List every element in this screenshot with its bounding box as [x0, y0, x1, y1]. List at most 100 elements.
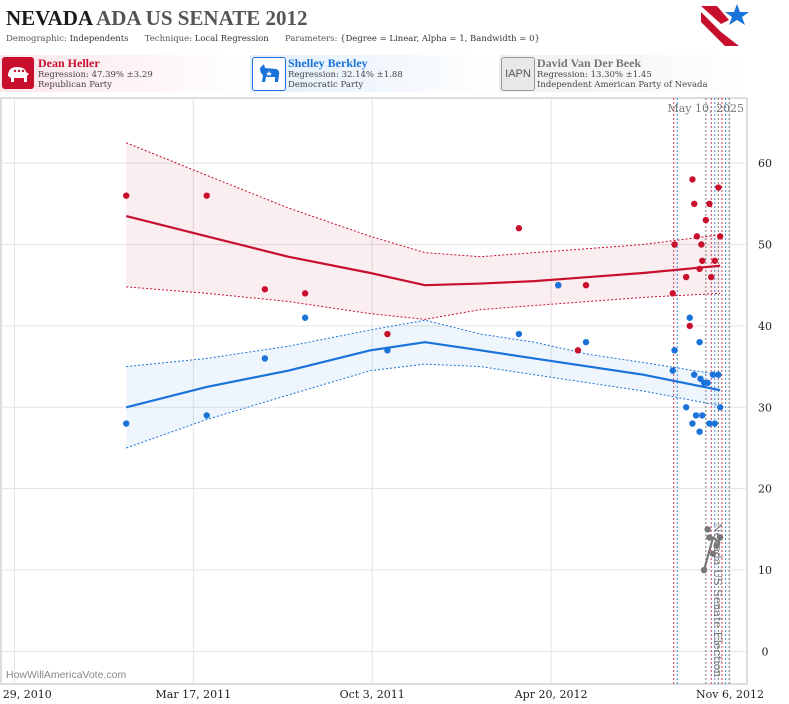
- data-point: [682, 404, 690, 411]
- title-state: NEVADA: [6, 6, 92, 30]
- candidate-card-heller: Dean Heller Regression: 47.39% ±3.29 Rep…: [0, 55, 248, 92]
- band-lower-line: [126, 286, 721, 320]
- parameters-line: Demographic: Independents Technique: Loc…: [6, 34, 540, 44]
- data-point: [711, 420, 718, 427]
- election-label: Nevada US Senate Election: [711, 523, 724, 677]
- data-point: [715, 371, 722, 378]
- data-point: [261, 355, 269, 362]
- data-point: [716, 233, 724, 240]
- data-point: [696, 338, 703, 346]
- data-point: [706, 420, 713, 427]
- trend-line: [125, 214, 721, 287]
- data-point: [693, 233, 701, 240]
- demographic-label: Demographic:: [6, 34, 67, 44]
- candidate-name: David Van Der Beek: [537, 56, 642, 70]
- candidate-card-van-der-beek: IAPN David Van Der Beek Regression: 13.3…: [499, 55, 747, 92]
- data-point: [686, 322, 693, 330]
- data-point: [574, 347, 582, 354]
- page-title: NEVADA ADA US SENATE 2012: [6, 6, 307, 31]
- data-point: [689, 420, 696, 427]
- data-point: [123, 192, 130, 199]
- data-point: [671, 241, 678, 248]
- band-upper-line: [126, 319, 721, 376]
- data-point: [709, 371, 717, 378]
- data-point: [700, 566, 708, 574]
- donkey-icon: [252, 57, 286, 91]
- technique-label: Technique:: [144, 34, 193, 44]
- star-logo-icon: [701, 4, 749, 46]
- confidence-band: [126, 142, 721, 320]
- data-point: [692, 412, 700, 419]
- trend-line: [125, 341, 721, 409]
- candidate-party: Independent American Party of Nevada: [537, 80, 708, 90]
- data-point: [691, 371, 698, 378]
- elephant-icon: [2, 57, 34, 89]
- data-point: [203, 412, 210, 419]
- data-point: [555, 281, 562, 289]
- data-point: [301, 290, 309, 297]
- title-rest: ADA US SENATE 2012: [96, 6, 308, 30]
- candidate-regression: Regression: 32.14% ±1.88: [288, 70, 403, 80]
- y-tick-label: 60: [758, 157, 772, 170]
- data-point: [669, 290, 676, 297]
- demographic-value: Independents: [69, 34, 129, 44]
- watermark: HowWillAmericaVote.com: [6, 669, 126, 681]
- data-point: [515, 330, 523, 338]
- y-tick-label: 10: [758, 564, 772, 577]
- trend-lines: [125, 214, 721, 571]
- candidate-party: Democratic Party: [288, 80, 364, 90]
- candidate-name: Dean Heller: [38, 56, 100, 70]
- data-point: [515, 225, 523, 232]
- data-point: [704, 379, 711, 387]
- confidence-band: [126, 320, 721, 448]
- data-point: [715, 184, 722, 191]
- data-point: [123, 420, 130, 427]
- candidate-regression: Regression: 13.30% ±1.45: [537, 70, 652, 80]
- grid: [0, 97, 748, 685]
- data-point: [689, 176, 696, 183]
- candidate-regression: Regression: 47.39% ±3.29: [38, 70, 153, 80]
- data-point: [706, 534, 713, 541]
- x-tick-label: Apr 20, 2012: [514, 688, 588, 701]
- candidate-card-berkley: Shelley Berkley Regression: 32.14% ±1.88…: [250, 55, 498, 92]
- data-point: [698, 241, 705, 248]
- candidate-party: Republican Party: [38, 80, 112, 90]
- x-tick-label: Oct 3, 2011: [340, 688, 405, 701]
- data-point: [713, 542, 720, 549]
- data-point: [696, 265, 703, 273]
- x-tick-label: Mar 17, 2011: [156, 688, 232, 701]
- y-tick-label: 30: [758, 401, 772, 414]
- data-point: [696, 428, 703, 435]
- data-point: [384, 330, 391, 338]
- axes: 0 10 20 30 40 50 60 Aug 29, 2010 Mar 17, 2011 Oct…: [0, 157, 772, 701]
- trend-line: [703, 536, 721, 571]
- y-tick-label: 20: [758, 483, 772, 496]
- x-tick-label: Nov 6, 2012: [696, 688, 764, 701]
- plot-frame: [0, 97, 748, 685]
- data-point: [699, 257, 706, 264]
- header: NEVADA ADA US SENATE 2012 Demographic: I…: [0, 0, 789, 52]
- data-point: [706, 200, 713, 208]
- data-point: [301, 314, 309, 321]
- party-badge: IAPN: [501, 57, 535, 91]
- technique-value: Local Regression: [194, 34, 269, 44]
- data-point: [582, 338, 590, 346]
- candidate-name: Shelley Berkley: [288, 56, 368, 70]
- chart-area: 0 10 20 30 40 50 60 Aug 29, 2010 Mar 17, 2011 Oct…: [0, 97, 772, 701]
- x-tick-label: Aug 29, 2010: [0, 688, 52, 701]
- poll-points: [123, 176, 724, 574]
- data-point: [691, 200, 698, 208]
- poll-date-lines: [673, 98, 730, 684]
- data-point: [261, 286, 269, 293]
- data-point: [384, 347, 391, 354]
- data-point: [582, 281, 590, 289]
- data-point: [702, 216, 710, 224]
- data-point: [716, 534, 724, 541]
- data-point: [708, 273, 715, 281]
- data-point: [671, 347, 678, 354]
- y-tick-label: 50: [758, 239, 772, 252]
- y-tick-label: 0: [762, 645, 769, 658]
- data-point: [203, 192, 210, 199]
- data-point: [686, 314, 693, 321]
- data-point: [709, 550, 717, 557]
